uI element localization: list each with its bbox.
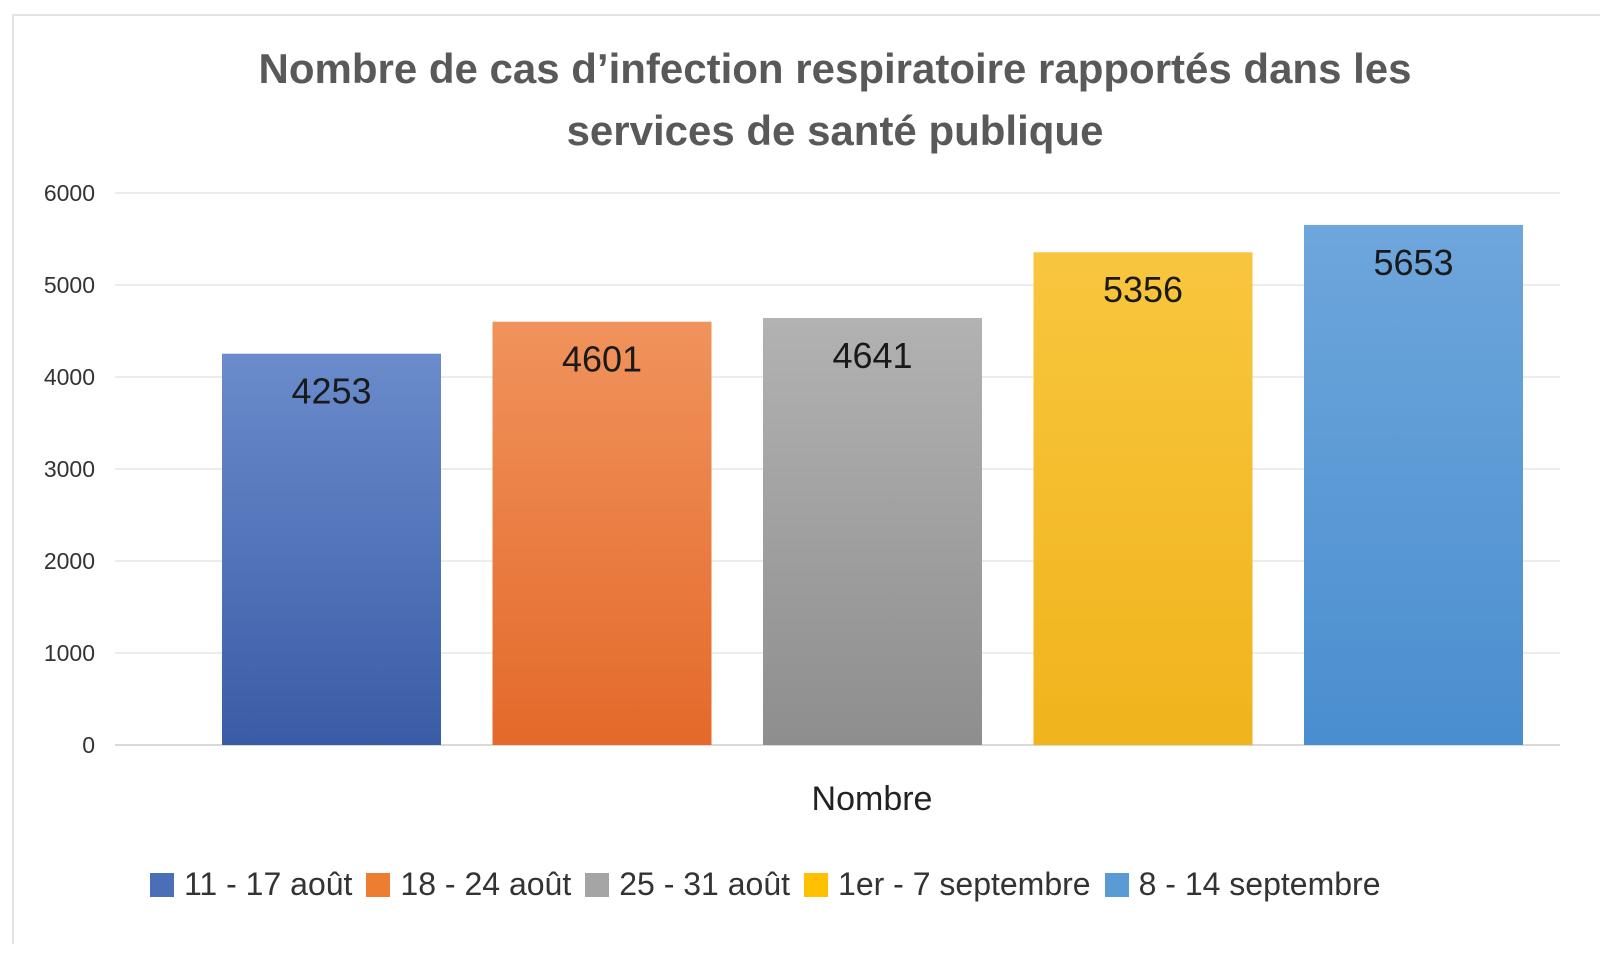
legend: 11 - 17 août 18 - 24 août 25 - 31 août 1er … (150, 866, 1380, 903)
data-label: 5356 (1103, 269, 1183, 310)
x-axis-label: Nombre (811, 780, 933, 818)
y-tick-label: 1000 (44, 640, 95, 666)
chart-frame (12, 14, 1600, 944)
y-tick-label: 0 (82, 732, 95, 758)
legend-item: 1er - 7 septembre (804, 866, 1091, 903)
data-label: 4601 (562, 339, 642, 380)
chart-title-line-1: Nombre de cas d’infection respiratoire r… (258, 45, 1412, 92)
chart-title-line-2: services de santé publique (566, 107, 1104, 154)
legend-label: 1er - 7 septembre (838, 866, 1091, 902)
bar (763, 318, 982, 745)
data-label: 4641 (832, 335, 912, 376)
y-tick-label: 2000 (44, 548, 95, 574)
legend-swatch (585, 872, 610, 897)
legend-item: 25 - 31 août (585, 866, 790, 903)
data-label: 4253 (291, 371, 371, 412)
legend-item: 8 - 14 septembre (1104, 866, 1381, 903)
bar (492, 321, 712, 745)
y-tick-label: 3000 (44, 456, 95, 482)
legend-label: 8 - 14 septembre (1138, 866, 1381, 902)
legend-label: 11 - 17 août (184, 866, 353, 902)
legend-swatch (150, 872, 174, 897)
bar (1033, 252, 1253, 746)
data-label: 5653 (1373, 242, 1453, 283)
bar (222, 353, 441, 745)
legend-label: 25 - 31 août (619, 866, 791, 902)
y-tick-label: 4000 (44, 364, 95, 390)
legend-item: 18 - 24 août (366, 866, 571, 903)
legend-label: 18 - 24 août (400, 866, 572, 902)
legend-swatch (804, 872, 829, 897)
chart-title: Nombre de cas d’infection respiratoire r… (0, 38, 1600, 162)
bar (1304, 224, 1523, 745)
y-tick-label: 5000 (44, 272, 95, 298)
y-tick-label: 6000 (44, 180, 95, 206)
legend-item: 11 - 17 août (150, 866, 352, 903)
legend-swatch (1104, 872, 1129, 897)
legend-swatch (366, 872, 391, 897)
